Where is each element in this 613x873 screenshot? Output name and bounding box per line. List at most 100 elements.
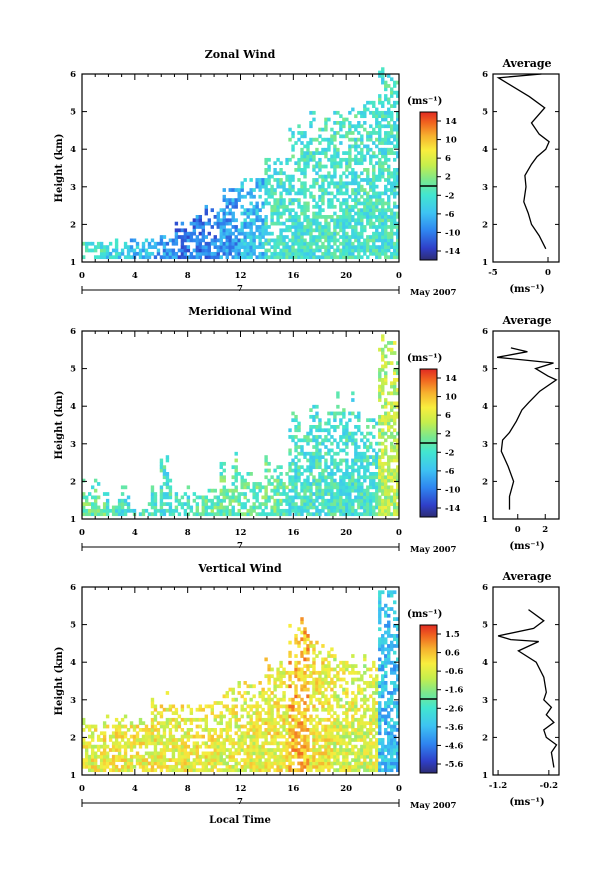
heatmap-cell bbox=[375, 498, 379, 503]
heatmap-cell bbox=[288, 734, 292, 739]
heatmap-cell bbox=[393, 341, 397, 345]
heatmap-cell bbox=[396, 110, 400, 115]
heatmap-cell bbox=[297, 241, 301, 246]
heatmap-cell bbox=[267, 461, 271, 466]
heatmap-cell bbox=[300, 482, 304, 486]
heatmap-cell bbox=[378, 168, 382, 172]
heatmap-cell bbox=[384, 361, 388, 365]
heatmap-cell bbox=[372, 684, 376, 689]
heatmap-cell bbox=[327, 184, 331, 189]
heatmap-cell bbox=[264, 505, 268, 510]
heatmap-cell bbox=[297, 478, 301, 483]
heatmap-cell bbox=[318, 475, 322, 480]
heatmap-cell bbox=[339, 438, 343, 443]
heatmap-cell bbox=[351, 508, 355, 513]
heatmap-cell bbox=[339, 221, 343, 226]
heatmap-cell bbox=[123, 744, 128, 749]
heatmap-cell bbox=[333, 110, 337, 115]
heatmap-cell bbox=[273, 221, 277, 226]
heatmap-cell bbox=[366, 697, 370, 702]
heatmap-cell bbox=[288, 623, 292, 628]
heatmap-cell bbox=[390, 724, 394, 729]
heatmap-cell bbox=[273, 208, 277, 213]
heatmap-cell bbox=[138, 728, 143, 732]
heatmap-cell bbox=[384, 218, 388, 223]
heatmap-cell bbox=[348, 161, 352, 166]
heatmap-cell bbox=[390, 238, 394, 243]
heatmap-cell bbox=[381, 751, 385, 756]
heatmap-cell bbox=[207, 498, 211, 503]
heatmap-cell bbox=[150, 721, 155, 726]
heatmap-cell bbox=[264, 728, 268, 732]
heatmap-cell bbox=[216, 768, 220, 773]
heatmap-cell bbox=[345, 761, 349, 766]
heatmap-cell bbox=[183, 758, 188, 762]
heatmap-cell bbox=[297, 492, 301, 496]
heatmap-cell bbox=[249, 225, 253, 229]
heatmap-cell bbox=[321, 255, 325, 260]
heatmap-cell bbox=[384, 603, 388, 608]
heatmap-cell bbox=[261, 691, 265, 695]
heatmap-cell bbox=[159, 502, 164, 506]
heatmap-cell bbox=[300, 147, 304, 152]
heatmap-cell bbox=[87, 768, 92, 773]
heatmap-cell bbox=[396, 448, 400, 453]
heatmap-cell bbox=[327, 508, 331, 513]
heatmap-cell bbox=[297, 667, 301, 672]
heatmap-cell bbox=[318, 717, 322, 722]
heatmap-cell bbox=[324, 178, 328, 182]
heatmap-cell bbox=[285, 161, 289, 166]
heatmap-cell bbox=[351, 461, 355, 466]
heatmap-cell bbox=[339, 241, 343, 246]
heatmap-cell bbox=[312, 764, 316, 769]
heatmap-cell bbox=[210, 251, 214, 256]
heatmap-cell bbox=[333, 657, 337, 662]
heatmap-cell bbox=[264, 768, 268, 773]
heatmap-cell bbox=[345, 445, 349, 449]
heatmap-cell bbox=[225, 512, 229, 517]
heatmap-cell bbox=[96, 512, 101, 517]
heatmap-cell bbox=[273, 238, 277, 243]
heatmap-cell bbox=[312, 251, 316, 256]
heatmap-cell bbox=[312, 647, 316, 652]
heatmap-cell bbox=[300, 711, 304, 715]
heatmap-cell bbox=[255, 761, 259, 766]
heatmap-cell bbox=[351, 701, 355, 705]
heatmap-cell bbox=[354, 181, 358, 186]
heatmap-cell bbox=[366, 215, 370, 219]
heatmap-cell bbox=[252, 768, 256, 773]
heatmap-cell bbox=[234, 241, 238, 246]
heatmap-cell bbox=[303, 674, 307, 679]
heatmap-cell bbox=[309, 248, 313, 253]
heatmap-cell bbox=[228, 758, 232, 762]
heatmap-cell bbox=[387, 198, 391, 202]
heatmap-cell bbox=[345, 168, 349, 172]
heatmap-cell bbox=[138, 741, 143, 746]
heatmap-cell bbox=[336, 468, 340, 473]
heatmap-cell bbox=[291, 488, 295, 493]
heatmap-cell bbox=[390, 94, 394, 98]
heatmap-cell bbox=[348, 147, 352, 152]
heatmap-cell bbox=[369, 748, 373, 752]
heatmap-cell bbox=[396, 181, 400, 186]
heatmap-cell bbox=[258, 485, 262, 490]
heatmap-cell bbox=[162, 751, 167, 756]
heatmap-cell bbox=[363, 764, 367, 769]
heatmap-cell bbox=[375, 691, 379, 695]
meridional-wind-y-axis-label: Height (km) bbox=[54, 391, 65, 460]
heatmap-cell bbox=[177, 714, 182, 719]
heatmap-cell bbox=[258, 218, 262, 223]
heatmap-cell bbox=[264, 228, 268, 233]
heatmap-cell bbox=[366, 438, 370, 443]
heatmap-cell bbox=[354, 445, 358, 449]
heatmap-cell bbox=[378, 465, 382, 470]
heatmap-cell bbox=[255, 495, 259, 500]
heatmap-cell bbox=[258, 748, 262, 752]
heatmap-cell bbox=[360, 157, 364, 162]
heatmap-cell bbox=[279, 221, 283, 226]
heatmap-cell bbox=[165, 482, 170, 486]
heatmap-cell bbox=[246, 215, 250, 219]
heatmap-cell bbox=[288, 137, 292, 142]
heatmap-cell bbox=[264, 238, 268, 243]
